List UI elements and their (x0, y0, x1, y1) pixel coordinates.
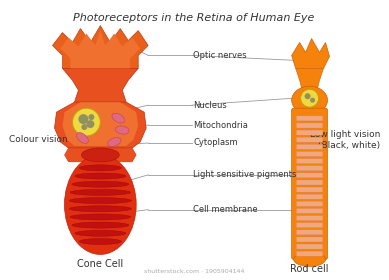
FancyBboxPatch shape (296, 130, 323, 135)
Ellipse shape (70, 214, 131, 220)
Polygon shape (63, 102, 138, 146)
Ellipse shape (72, 181, 129, 187)
Circle shape (81, 124, 88, 130)
Ellipse shape (69, 198, 131, 204)
Text: shutterstock.com · 1905904144: shutterstock.com · 1905904144 (144, 269, 244, 274)
FancyBboxPatch shape (296, 237, 323, 242)
Polygon shape (296, 68, 324, 88)
Ellipse shape (292, 86, 328, 114)
Circle shape (310, 98, 315, 103)
Text: Nucleus: Nucleus (193, 101, 227, 110)
FancyBboxPatch shape (296, 180, 323, 185)
Polygon shape (65, 148, 136, 162)
FancyBboxPatch shape (296, 216, 323, 221)
Text: Low light vision
(Black, white): Low light vision (Black, white) (310, 130, 380, 150)
FancyBboxPatch shape (296, 144, 323, 150)
FancyBboxPatch shape (296, 230, 323, 235)
FancyBboxPatch shape (296, 173, 323, 178)
Text: Rod cell: Rod cell (290, 264, 329, 274)
Text: Cone Cell: Cone Cell (77, 259, 123, 269)
Polygon shape (60, 31, 140, 68)
Ellipse shape (116, 126, 129, 134)
Ellipse shape (69, 206, 131, 212)
FancyBboxPatch shape (292, 108, 328, 259)
Text: Light sensitive pigments: Light sensitive pigments (193, 170, 296, 179)
Ellipse shape (70, 190, 131, 195)
FancyBboxPatch shape (296, 116, 323, 121)
FancyBboxPatch shape (296, 187, 323, 192)
Ellipse shape (72, 108, 100, 136)
Ellipse shape (75, 230, 126, 236)
Ellipse shape (79, 165, 121, 171)
Ellipse shape (72, 222, 129, 228)
Ellipse shape (294, 253, 326, 266)
Polygon shape (54, 102, 146, 148)
Ellipse shape (65, 155, 136, 255)
Text: Mitochondria: Mitochondria (193, 121, 248, 130)
Ellipse shape (75, 173, 126, 179)
Text: Colour vision: Colour vision (9, 136, 67, 144)
FancyBboxPatch shape (296, 194, 323, 199)
Ellipse shape (81, 148, 119, 162)
Circle shape (79, 114, 88, 124)
FancyBboxPatch shape (296, 158, 323, 164)
FancyBboxPatch shape (296, 223, 323, 228)
FancyBboxPatch shape (296, 251, 323, 256)
FancyBboxPatch shape (296, 166, 323, 171)
FancyBboxPatch shape (296, 123, 323, 128)
FancyBboxPatch shape (296, 244, 323, 249)
Text: Cytoplasm: Cytoplasm (193, 139, 238, 148)
Text: Optic nerves: Optic nerves (193, 51, 247, 60)
Polygon shape (63, 68, 138, 102)
Polygon shape (53, 25, 148, 68)
Polygon shape (292, 39, 329, 68)
Ellipse shape (77, 133, 88, 143)
Ellipse shape (112, 113, 124, 123)
Circle shape (86, 120, 95, 128)
FancyBboxPatch shape (296, 201, 323, 206)
FancyBboxPatch shape (296, 208, 323, 213)
Text: Photoreceptors in the Retina of Human Eye: Photoreceptors in the Retina of Human Ey… (73, 13, 315, 23)
Ellipse shape (79, 239, 121, 244)
Ellipse shape (108, 137, 121, 146)
FancyBboxPatch shape (296, 151, 323, 157)
Text: Cell membrane: Cell membrane (193, 205, 258, 214)
Circle shape (88, 114, 95, 120)
Circle shape (305, 93, 310, 99)
FancyBboxPatch shape (296, 137, 323, 142)
Ellipse shape (301, 89, 319, 107)
